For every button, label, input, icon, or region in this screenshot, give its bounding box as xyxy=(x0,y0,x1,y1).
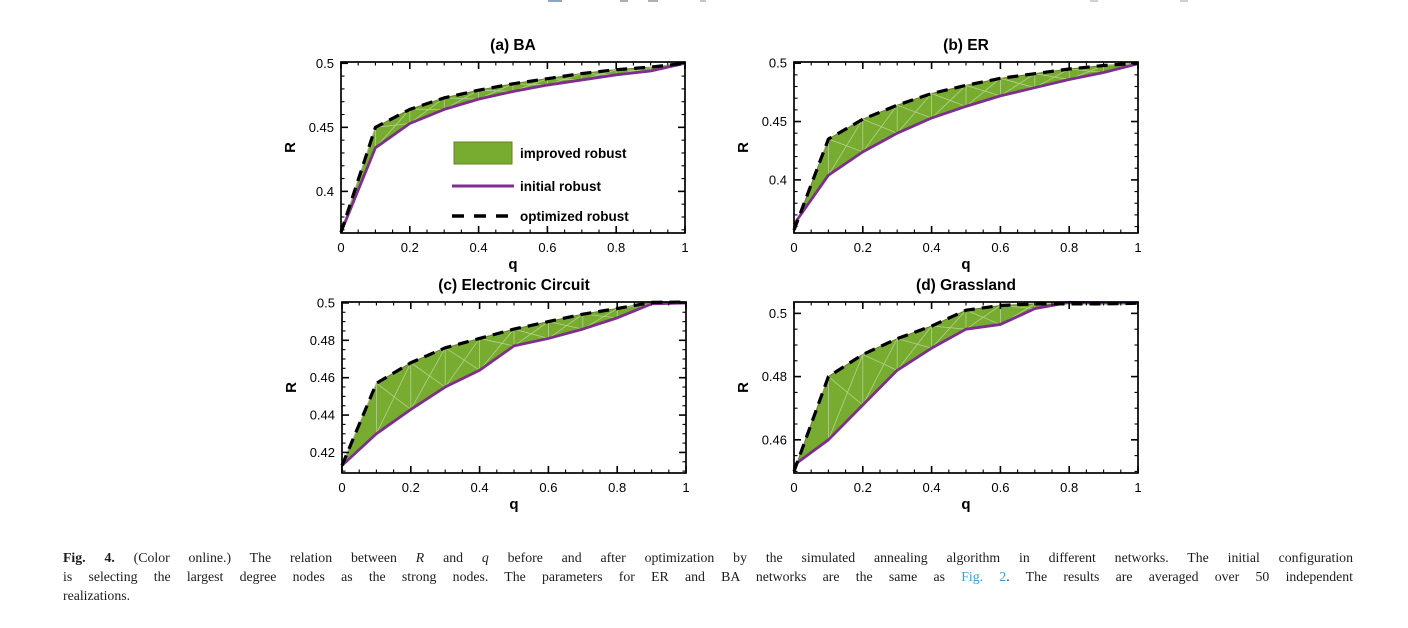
x-tick-label: 0 xyxy=(790,480,797,495)
x-tick-label: 0.4 xyxy=(923,240,941,255)
x-tick-label: 1 xyxy=(682,480,689,495)
legend-improved-label: improved robust xyxy=(520,146,627,161)
figure-caption: Fig. 4. (Color online.) The relation bet… xyxy=(63,549,1353,605)
x-tick-label: 0 xyxy=(338,480,345,495)
header-text-fragment xyxy=(700,0,706,2)
x-axis-label: q xyxy=(961,256,970,273)
caption-text: is selecting the largest degree nodes as… xyxy=(63,568,962,584)
axis-ticks xyxy=(793,62,1139,233)
x-tick-label: 0.2 xyxy=(401,240,419,255)
y-tick-label: 0.42 xyxy=(310,445,335,460)
x-tick-label: 0.4 xyxy=(470,240,488,255)
optimized-robust-line xyxy=(792,301,1139,472)
axis-ticks xyxy=(341,302,687,473)
y-tick-label: 0.48 xyxy=(310,333,335,348)
initial-robust-line xyxy=(792,62,1139,226)
x-tick-label: 0.8 xyxy=(1060,480,1078,495)
x-tick-label: 0.6 xyxy=(991,480,1009,495)
x-tick-label: 0.2 xyxy=(854,480,872,495)
y-axis-label: R xyxy=(735,142,752,153)
y-tick-label: 0.5 xyxy=(769,306,787,321)
x-tick-label: 0.8 xyxy=(1060,240,1078,255)
caption-text: (Color online.) The relation between xyxy=(114,550,416,565)
panel-title: (c) Electronic Circuit xyxy=(438,277,590,294)
x-tick-label: 0.6 xyxy=(991,240,1009,255)
legend: improved robust initial robust optimized r… xyxy=(452,141,629,224)
caption-line: realizations. xyxy=(63,587,1353,606)
legend-improved-swatch xyxy=(453,141,513,165)
header-text-fragment xyxy=(1180,0,1188,2)
panel-b-chart: 0 0.2 0.4 0.6 0.8 1 0.4 0.45 0.5 (b) ER q R xyxy=(719,32,1149,284)
x-tick-label: 0.6 xyxy=(538,240,556,255)
panel-c-chart: 0 0.2 0.4 0.6 0.8 1 0.42 0.44 0.46 0.48 0.5 (c) Ele… xyxy=(267,272,697,524)
caption-text: R xyxy=(415,550,425,565)
y-tick-label: 0.48 xyxy=(762,369,787,384)
initial-robust-line xyxy=(341,301,687,467)
caption-text: q xyxy=(481,550,489,565)
y-tick-label: 0.45 xyxy=(309,120,334,135)
initial-robust-line xyxy=(339,61,686,233)
y-tick-label: 0.5 xyxy=(317,295,335,310)
x-axis-label: q xyxy=(508,256,517,273)
improved-robust-area xyxy=(341,301,687,466)
x-axis-label: q xyxy=(961,496,970,513)
caption-text: before and after optimization by the sim… xyxy=(488,550,1353,565)
x-tick-label: 0.4 xyxy=(923,480,941,495)
band-mesh-lines xyxy=(340,62,686,233)
y-tick-label: 0.46 xyxy=(310,370,335,385)
x-tick-label: 0 xyxy=(337,240,344,255)
x-tick-label: 0.8 xyxy=(608,480,626,495)
x-tick-label: 1 xyxy=(1134,240,1141,255)
x-tick-label: 0.2 xyxy=(402,480,420,495)
panel-d-chart: 0 0.2 0.4 0.6 0.8 1 0.46 0.48 0.5 (d) Grassland q R xyxy=(719,272,1149,524)
y-tick-label: 0.5 xyxy=(769,56,787,71)
panel-c-svg: 0 0.2 0.4 0.6 0.8 1 0.42 0.44 0.46 0.48 0.5 (c) Ele… xyxy=(283,277,690,513)
x-tick-label: 1 xyxy=(681,240,688,255)
panel-b-svg: 0 0.2 0.4 0.6 0.8 1 0.4 0.45 0.5 (b) ER q R xyxy=(735,37,1142,273)
header-text-fragment xyxy=(548,0,562,2)
caption-text: . The results are averaged over 50 indep… xyxy=(1006,568,1353,584)
axis-ticks xyxy=(793,302,1139,473)
panel-title: (a) BA xyxy=(490,37,536,54)
legend-optimized-label: optimized robust xyxy=(520,209,629,224)
header-text-fragment xyxy=(1090,0,1098,2)
header-text-fragment xyxy=(620,0,628,2)
y-axis-label: R xyxy=(282,142,299,153)
y-axis-label: R xyxy=(283,382,300,393)
y-tick-label: 0.46 xyxy=(762,432,787,447)
x-tick-label: 0.2 xyxy=(854,240,872,255)
panel-title: (b) ER xyxy=(943,37,989,54)
x-tick-label: 0 xyxy=(790,240,797,255)
optimized-robust-line xyxy=(792,61,1139,231)
y-tick-label: 0.44 xyxy=(310,408,335,423)
y-tick-label: 0.5 xyxy=(316,56,334,71)
x-tick-label: 1 xyxy=(1134,480,1141,495)
x-tick-label: 0.4 xyxy=(471,480,489,495)
caption-line: Fig. 4. (Color online.) The relation bet… xyxy=(63,549,1353,568)
optimized-robust-line xyxy=(340,300,687,467)
y-tick-label: 0.4 xyxy=(769,172,787,187)
optimized-robust-line xyxy=(339,61,686,233)
caption-text: Fig. 4. xyxy=(63,550,115,565)
figure-2-link[interactable]: Fig. 2 xyxy=(961,568,1007,584)
panel-title: (d) Grassland xyxy=(916,277,1016,294)
x-tick-label: 0.6 xyxy=(539,480,557,495)
band-mesh-lines xyxy=(793,62,1139,231)
caption-line: is selecting the largest degree nodes as… xyxy=(63,568,1353,587)
x-axis-label: q xyxy=(509,496,518,513)
x-tick-label: 0.8 xyxy=(607,240,625,255)
caption-text: and xyxy=(424,550,482,565)
panel-a-svg: 0 0.2 0.4 0.6 0.8 1 0.4 0.45 0.5 (a) BA q R improved… xyxy=(282,37,689,273)
caption-text: realizations. xyxy=(63,587,131,603)
legend-initial-label: initial robust xyxy=(520,179,602,194)
panel-d-svg: 0 0.2 0.4 0.6 0.8 1 0.46 0.48 0.5 (d) Grassland q R xyxy=(735,277,1142,513)
axis-ticks xyxy=(340,62,686,233)
y-tick-label: 0.45 xyxy=(762,114,787,129)
header-text-fragment xyxy=(648,0,658,2)
y-axis-label: R xyxy=(735,382,752,393)
y-tick-label: 0.4 xyxy=(316,184,334,199)
